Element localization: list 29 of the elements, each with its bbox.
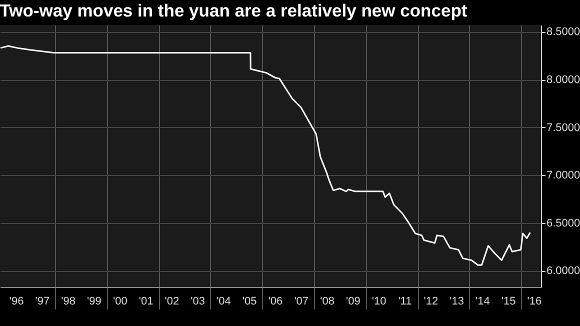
x-tick-label: '15 xyxy=(501,296,516,308)
y-tick-label: 7.0000 xyxy=(546,170,580,182)
x-tick-label: '12 xyxy=(424,296,438,308)
y-tick-label: 6.5000 xyxy=(546,217,580,230)
x-tick-label: '02 xyxy=(164,296,180,308)
y-tick-label: 8.5000 xyxy=(546,26,580,38)
x-tick-label: '04 xyxy=(216,296,231,308)
x-tick-label: '98 xyxy=(61,296,76,308)
x-tick-label: '97 xyxy=(35,296,50,308)
x-tick-label: '05 xyxy=(242,296,257,308)
x-tick-label: '16 xyxy=(527,296,542,308)
x-tick-label: '09 xyxy=(346,296,360,308)
x-tick-label: '07 xyxy=(294,296,309,308)
x-tick-label: '01 xyxy=(138,296,154,308)
line-series xyxy=(0,45,531,266)
y-tick-label: 7.5000 xyxy=(546,122,580,134)
x-tick-label: '99 xyxy=(87,296,102,308)
chart-title: Two-way moves in the yuan are a relatively new concept xyxy=(0,0,468,20)
x-tick-label: '08 xyxy=(320,296,334,308)
x-tick-label: '14 xyxy=(475,296,490,308)
x-tick-label: '10 xyxy=(372,296,386,308)
x-tick-label: '06 xyxy=(268,296,283,308)
x-tick-label: '96 xyxy=(9,296,24,308)
x-tick-label: '11 xyxy=(398,296,412,308)
x-tick-label: '03 xyxy=(190,296,205,308)
x-tick-label: '13 xyxy=(450,296,464,308)
x-tick-label: '00 xyxy=(113,296,128,308)
y-tick-label: 8.0000 xyxy=(546,74,580,86)
y-tick-label: 6.0000 xyxy=(546,265,580,278)
